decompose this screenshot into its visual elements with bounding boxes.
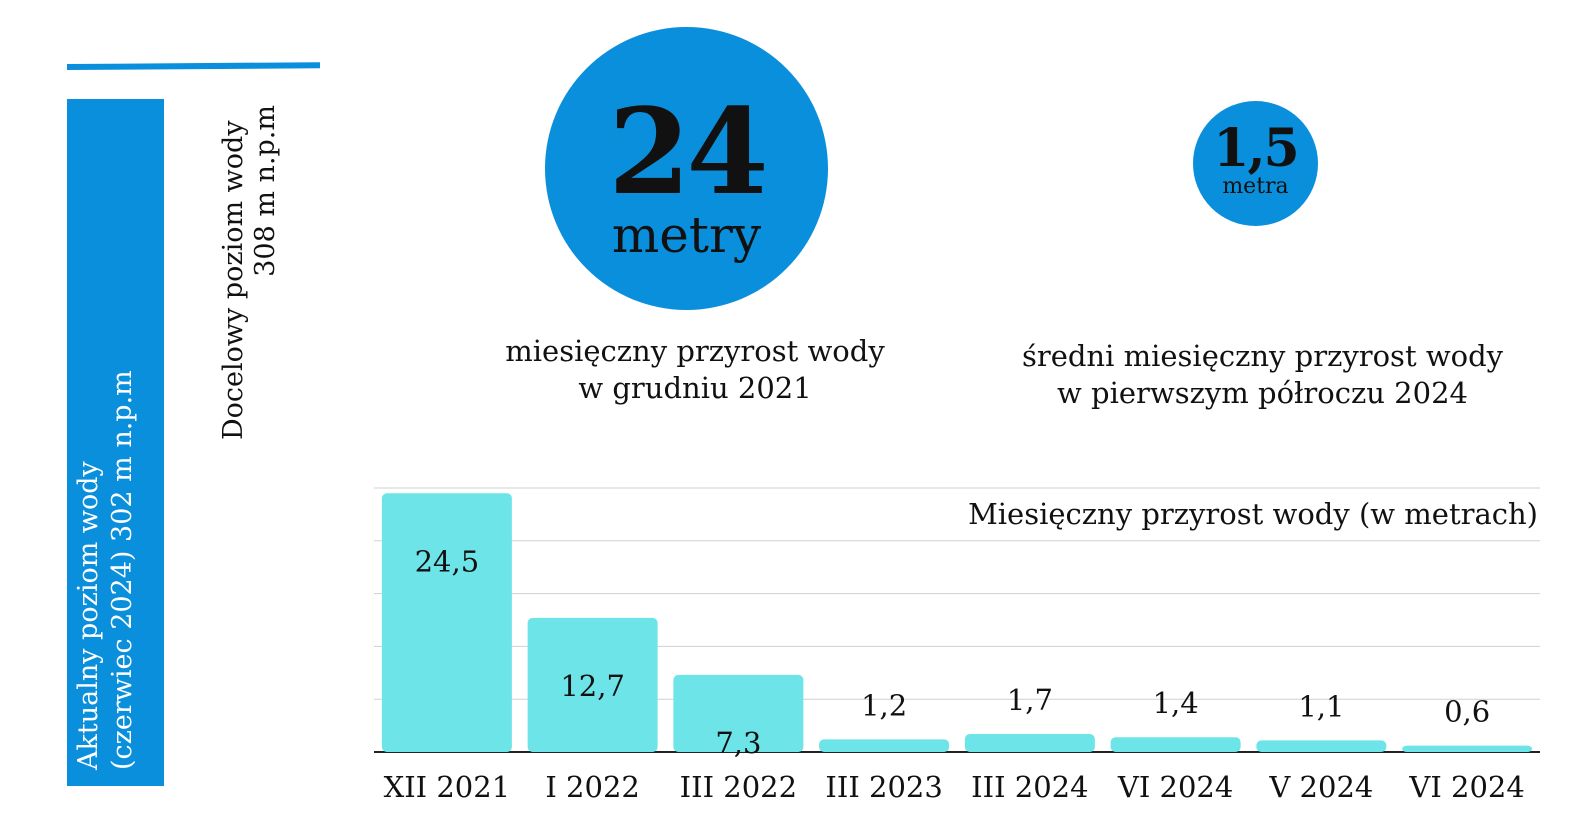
- chart-title: Miesięczny przyrost wody (w metrach): [968, 497, 1538, 531]
- x-tick-label: III 2022: [680, 770, 797, 804]
- x-tick-label: I 2022: [545, 770, 639, 804]
- data-label: 1,4: [1153, 686, 1199, 720]
- data-label: 1,2: [861, 688, 907, 722]
- small-stat-caption: średni miesięczny przyrost wody w pierws…: [1010, 338, 1515, 412]
- x-tick-label: V 2024: [1268, 770, 1373, 804]
- x-tick-label: VI 2024: [1117, 770, 1233, 804]
- data-label: 12,7: [560, 669, 625, 703]
- small-stat-circle: 1,5 metra: [1193, 101, 1318, 226]
- big-stat-caption-line1: miesięczny przyrost wody: [505, 334, 885, 368]
- bar: [819, 739, 950, 752]
- bar: [964, 734, 1095, 752]
- bar: [1110, 737, 1241, 752]
- bar: [673, 674, 804, 752]
- big-stat-unit: metry: [611, 206, 762, 264]
- data-label: 1,1: [1298, 689, 1344, 723]
- big-stat-circle: 24 metry: [545, 27, 828, 310]
- data-label: 1,7: [1007, 683, 1053, 717]
- small-stat-unit: metra: [1222, 174, 1289, 199]
- big-stat-caption: miesięczny przyrost wody w grudniu 2021: [480, 333, 910, 407]
- x-tick-label: III 2023: [825, 770, 942, 804]
- x-tick-label: VI 2024: [1408, 770, 1524, 804]
- current-level-bar: [67, 99, 164, 786]
- big-stat-caption-line2: w grudniu 2021: [578, 371, 812, 405]
- small-stat-value: 1,5: [1213, 118, 1299, 179]
- bar: [1402, 745, 1533, 752]
- big-stat-value: 24: [608, 82, 768, 221]
- bar: [381, 493, 512, 752]
- data-label: 7,3: [715, 726, 761, 760]
- small-stat-caption-line2: w pierwszym półroczu 2024: [1057, 376, 1468, 410]
- data-label: 0,6: [1444, 695, 1490, 729]
- data-label: 24,5: [415, 544, 480, 578]
- small-stat-caption-line1: średni miesięczny przyrost wody: [1021, 339, 1504, 373]
- x-tick-label: XII 2021: [384, 770, 511, 804]
- bar: [1256, 740, 1387, 752]
- x-tick-label: III 2024: [971, 770, 1088, 804]
- bar: [527, 617, 658, 752]
